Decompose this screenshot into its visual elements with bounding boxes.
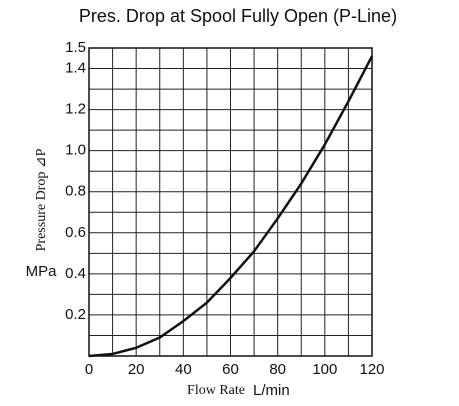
y-tick-label: 1.2 xyxy=(65,101,86,118)
y-tick-label: 0.4 xyxy=(65,265,86,282)
y-tick-label: 0.2 xyxy=(65,306,86,323)
x-tick-label: 120 xyxy=(359,361,384,378)
x-tick-label: 0 xyxy=(85,361,93,378)
x-tick-label: 80 xyxy=(269,361,286,378)
y-tick-label: 0.8 xyxy=(65,183,86,200)
x-tick-label: 40 xyxy=(175,361,192,378)
x-tick-label: 20 xyxy=(128,361,145,378)
x-axis-unit: L/min xyxy=(253,382,290,399)
x-axis-label: Flow Rate xyxy=(187,383,245,398)
y-tick-label: 1.0 xyxy=(65,142,86,159)
plot-frame xyxy=(88,47,373,357)
x-tick-label: 100 xyxy=(312,361,337,378)
y-tick-label: 1.4 xyxy=(65,60,86,77)
y-tick-label: 0.6 xyxy=(65,224,86,241)
y-axis-label: Pressure Drop ⊿P xyxy=(34,148,49,251)
line-series xyxy=(88,55,374,358)
x-tick-label: 60 xyxy=(222,361,239,378)
y-axis-unit: MPa xyxy=(26,263,58,280)
y-tick-label: 1.5 xyxy=(65,39,86,56)
chart-title: Pres. Drop at Spool Fully Open (P-Line) xyxy=(79,6,397,26)
